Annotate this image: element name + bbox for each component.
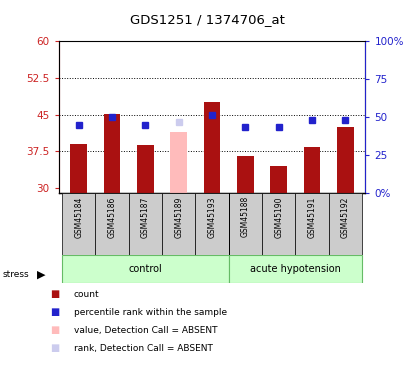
Bar bbox=[137, 145, 154, 193]
Text: ■: ■ bbox=[50, 290, 60, 299]
Bar bbox=[71, 144, 87, 193]
Bar bbox=[237, 156, 254, 193]
Bar bbox=[104, 114, 121, 193]
Bar bbox=[337, 127, 354, 193]
Text: GSM45189: GSM45189 bbox=[174, 196, 183, 238]
Bar bbox=[262, 193, 295, 255]
Bar bbox=[62, 193, 95, 255]
Text: GSM45187: GSM45187 bbox=[141, 196, 150, 238]
Text: percentile rank within the sample: percentile rank within the sample bbox=[74, 308, 227, 317]
Text: ■: ■ bbox=[50, 344, 60, 353]
Text: acute hypotension: acute hypotension bbox=[250, 264, 341, 274]
Text: GSM45188: GSM45188 bbox=[241, 196, 250, 237]
Text: GDS1251 / 1374706_at: GDS1251 / 1374706_at bbox=[131, 13, 285, 26]
Bar bbox=[162, 193, 195, 255]
Bar bbox=[229, 255, 362, 283]
Bar bbox=[295, 193, 329, 255]
Bar bbox=[229, 193, 262, 255]
Text: GSM45192: GSM45192 bbox=[341, 196, 350, 238]
Text: control: control bbox=[129, 264, 162, 274]
Bar bbox=[329, 193, 362, 255]
Bar bbox=[204, 102, 220, 193]
Bar bbox=[195, 193, 229, 255]
Text: ■: ■ bbox=[50, 326, 60, 335]
Bar bbox=[129, 193, 162, 255]
Text: GSM45184: GSM45184 bbox=[74, 196, 83, 238]
Bar bbox=[304, 147, 320, 193]
Text: value, Detection Call = ABSENT: value, Detection Call = ABSENT bbox=[74, 326, 217, 335]
Bar bbox=[62, 255, 229, 283]
Text: count: count bbox=[74, 290, 99, 299]
Bar bbox=[171, 132, 187, 193]
Text: GSM45193: GSM45193 bbox=[207, 196, 217, 238]
Text: GSM45190: GSM45190 bbox=[274, 196, 283, 238]
Text: GSM45186: GSM45186 bbox=[108, 196, 117, 238]
Text: ▶: ▶ bbox=[37, 270, 45, 279]
Bar bbox=[270, 166, 287, 193]
Text: stress: stress bbox=[2, 270, 29, 279]
Text: rank, Detection Call = ABSENT: rank, Detection Call = ABSENT bbox=[74, 344, 213, 353]
Bar bbox=[95, 193, 129, 255]
Text: ■: ■ bbox=[50, 308, 60, 317]
Text: GSM45191: GSM45191 bbox=[307, 196, 317, 238]
